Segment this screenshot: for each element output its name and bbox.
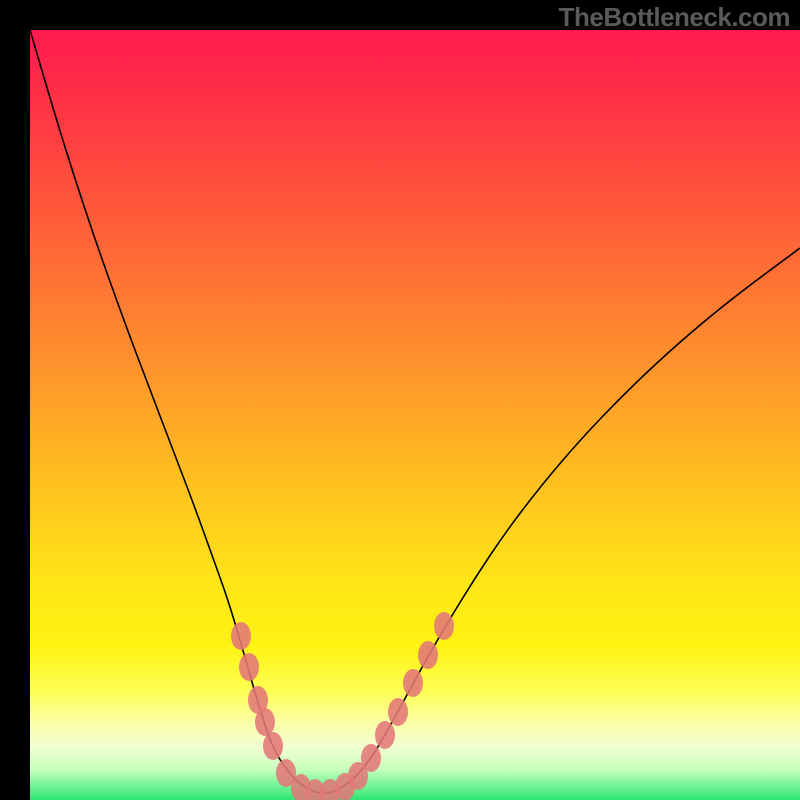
curve-layer [30, 30, 800, 800]
plot-area [30, 30, 800, 800]
data-point [263, 732, 283, 760]
data-point [388, 698, 408, 726]
chart-root: TheBottleneck.com [0, 0, 800, 800]
data-point [239, 653, 259, 681]
data-point [361, 744, 381, 772]
data-point [418, 641, 438, 669]
data-point [255, 708, 275, 736]
data-point [403, 669, 423, 697]
data-point [434, 612, 454, 640]
watermark-text: TheBottleneck.com [559, 2, 790, 33]
data-point [231, 622, 251, 650]
data-point [375, 721, 395, 749]
